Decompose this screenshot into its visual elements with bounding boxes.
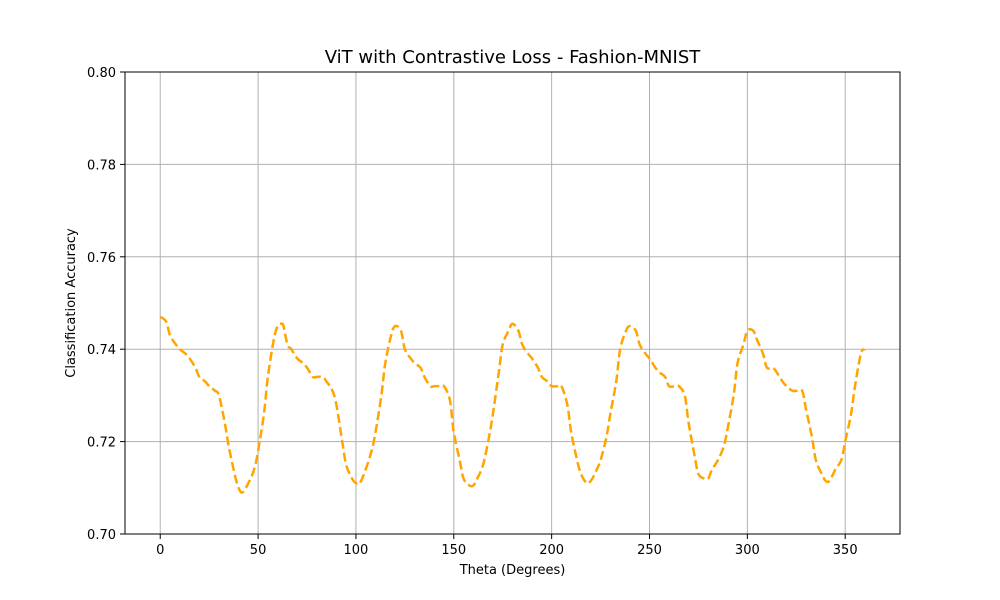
y-axis-label: Classification Accuracy <box>64 228 79 378</box>
x-axis-label: Theta (Degrees) <box>459 563 566 578</box>
y-tick-label: 0.70 <box>87 528 116 543</box>
axis-ticks: 0 50 100 150 200 250 300 350 0.70 0.72 0.74 0.76 0.7… <box>87 66 858 558</box>
y-tick-label: 0.76 <box>87 251 116 266</box>
x-tick-label: 300 <box>735 543 760 558</box>
y-tick-label: 0.74 <box>87 343 116 358</box>
y-tick-label: 0.78 <box>87 158 116 173</box>
y-tick-label: 0.72 <box>87 436 116 451</box>
x-tick-label: 200 <box>539 543 564 558</box>
y-tick-label: 0.80 <box>87 66 116 81</box>
chart-title: ViT with Contrastive Loss - Fashion-MNIS… <box>325 47 701 68</box>
x-tick-label: 100 <box>344 543 369 558</box>
plot-frame <box>124 71 901 535</box>
series-line-0 <box>159 315 866 494</box>
x-tick-label: 350 <box>833 543 858 558</box>
x-tick-label: 150 <box>441 543 466 558</box>
x-tick-label: 50 <box>250 543 267 558</box>
series-layer <box>159 315 866 494</box>
x-tick-label: 250 <box>637 543 662 558</box>
x-tick-label: 0 <box>156 543 164 558</box>
